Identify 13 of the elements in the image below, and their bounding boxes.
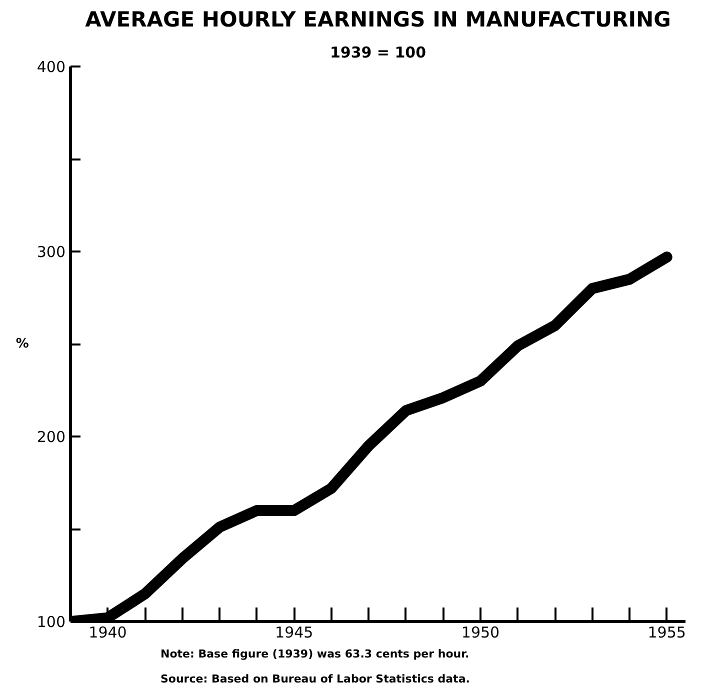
y-tick-label: 300: [36, 243, 66, 261]
y-axis-title: %: [16, 336, 29, 352]
y-tick-label: 200: [36, 428, 66, 446]
source-note: Source: Based on Bureau of Labor Statistics data.: [160, 672, 470, 686]
y-tick-label: 400: [36, 58, 66, 76]
x-tick-label: 1950: [461, 624, 500, 642]
x-tick-label: 1945: [275, 624, 314, 642]
y-tick-label: 100: [36, 613, 66, 631]
chart-title: AVERAGE HOURLY EARNINGS IN MANUFACTURING: [85, 8, 671, 32]
text: Note: Base figure (1939) was 63.3 cents per hour.: [160, 648, 470, 660]
chart-subtitle: 1939 = 100: [330, 44, 426, 62]
x-tick-label: 1955: [648, 624, 686, 642]
x-tick-label: 1940: [88, 624, 127, 642]
